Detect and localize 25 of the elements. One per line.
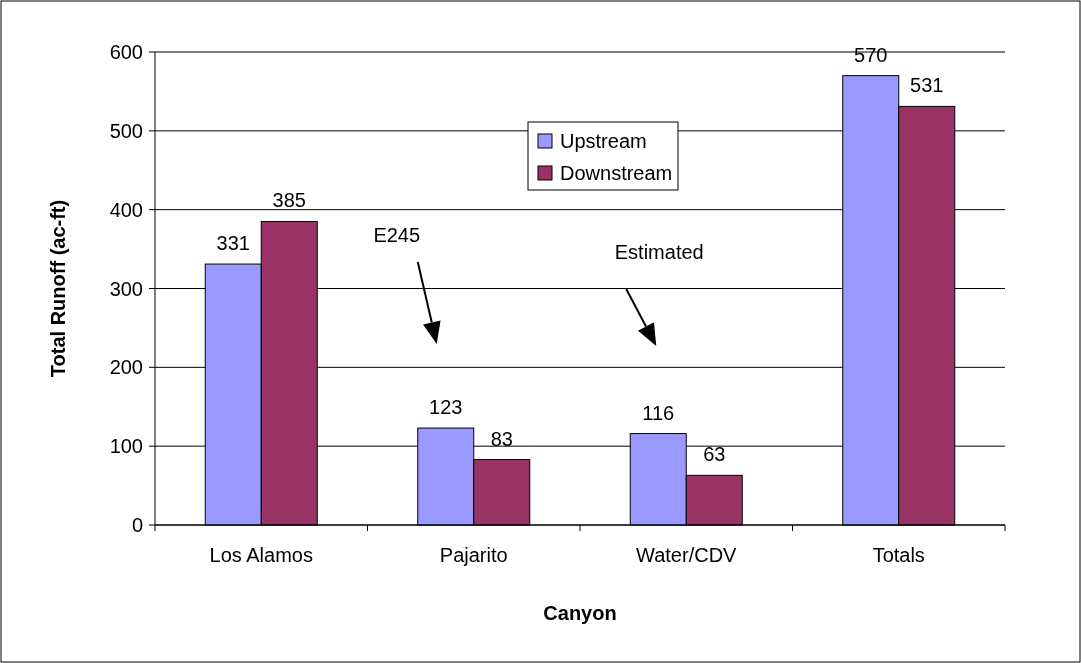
y-tick-label: 0 — [131, 514, 143, 536]
legend-label: Upstream — [560, 130, 647, 152]
annotation: E245 — [373, 224, 421, 246]
x-axis-title: Canyon — [543, 602, 617, 624]
x-tick-label: Pajarito — [439, 544, 508, 566]
x-tick-label: Water/CDV — [636, 544, 738, 566]
data-label: 123 — [429, 396, 463, 419]
data-label: 83 — [490, 427, 513, 450]
y-tick-label: 600 — [109, 41, 143, 63]
y-tick-label: 100 — [109, 435, 143, 458]
annotation: Estimated — [614, 241, 704, 263]
x-tick-label: Los Alamos — [209, 544, 313, 566]
y-tick-label: 200 — [109, 356, 143, 379]
y-axis-title: Total Runoff (ac-ft) — [47, 199, 69, 378]
data-label: 116 — [642, 401, 675, 424]
data-label: 385 — [272, 189, 306, 212]
y-tick-label: 500 — [109, 119, 143, 142]
legend-label: Downstream — [560, 162, 673, 184]
data-label: 531 — [910, 74, 944, 97]
y-tick-label: 300 — [109, 277, 143, 300]
y-tick-label: 400 — [109, 198, 143, 221]
x-tick-label: Totals — [872, 544, 925, 566]
data-label: 570 — [854, 43, 888, 66]
data-label: 331 — [216, 232, 250, 255]
data-label: 63 — [703, 443, 726, 466]
